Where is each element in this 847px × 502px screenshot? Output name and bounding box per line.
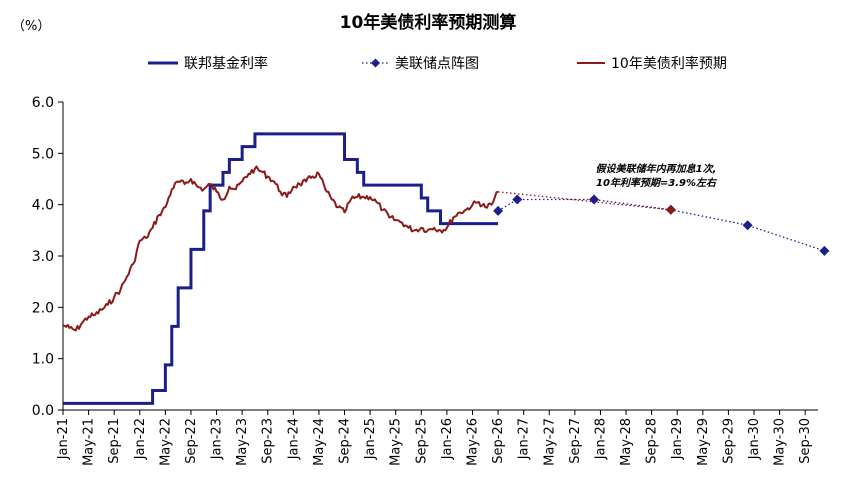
x-tick-label: May-24 [312,418,327,466]
x-tick-label: Sep-30 [798,418,813,464]
x-tick-label: May-26 [465,418,480,466]
y-tick-label: 6.0 [32,95,54,111]
y-tick-label: 2.0 [32,300,54,316]
series-10y-forecast-line [498,191,671,211]
x-tick-label: Sep-22 [184,418,199,464]
x-tick-label: Sep-28 [645,418,660,464]
x-tick-label: Sep-25 [414,418,429,464]
x-tick-label: May-30 [773,418,788,466]
annotation-line: 假设美联储年内再加息1次, [596,163,717,175]
legend-diamond-icon [371,58,380,68]
legend-label: 联邦基金利率 [184,55,268,72]
x-tick-label: Jan-24 [286,418,301,460]
x-tick-label: Jan-21 [56,418,71,460]
x-tick-label: May-27 [542,418,557,466]
y-tick-label: 4.0 [32,198,54,214]
x-tick-label: Sep-26 [491,418,506,464]
x-tick-label: May-29 [696,418,711,466]
chart-title: 10年美债利率预期测算 [340,12,517,33]
x-tick-label: Jan-27 [517,418,532,460]
plot-area [62,132,830,405]
y-tick-label: 1.0 [32,352,54,368]
dot-plot-point [742,220,753,231]
series-fed-funds-rate [63,132,499,405]
x-tick-label: Jan-30 [747,418,762,460]
dot-plot-point [493,205,504,216]
forecast-point [665,204,676,215]
x-tick-label: Sep-23 [261,418,276,464]
y-tick-label: 0.0 [32,403,54,419]
dot-plot-point [819,245,830,256]
series-10y-yield [62,165,499,332]
x-tick-label: Sep-24 [338,418,353,464]
x-tick-label: Jan-23 [210,418,225,460]
series-dot-plot-line [497,198,825,252]
x-tick-label: Jan-26 [440,418,455,460]
x-tick-label: May-28 [619,418,634,466]
x-tick-label: Jan-28 [593,418,608,460]
y-tick-label: 5.0 [32,146,54,162]
dot-plot-point [512,194,523,205]
x-tick-label: Jan-25 [363,418,378,460]
x-tick-label: Sep-21 [107,418,122,464]
x-tick-label: May-23 [235,418,250,466]
x-tick-label: Jan-22 [133,418,148,460]
axes: 0.0 1.0 2.0 3.0 4.0 5.0 6.0 Jan-21 May-21 Sep-21 J… [32,95,818,466]
x-tick-label: Jan-29 [670,418,685,460]
legend-label: 10年美债利率预期 [611,55,727,72]
x-tick-label: Sep-27 [568,418,583,464]
y-unit-label: （%） [12,19,50,34]
annotation: 假设美联储年内再加息1次, 10年利率预期=3.9%左右 [596,163,718,189]
x-tick-label: May-22 [158,418,173,466]
x-tick-label: Sep-29 [721,418,736,464]
x-tick-label: May-25 [389,418,404,466]
legend: 联邦基金利率 美联储点阵图 10年美债利率预期 [148,55,727,72]
dot-plot-point [589,194,600,205]
x-tick-label: May-21 [82,418,97,466]
annotation-line: 10年利率预期=3.9%左右 [596,177,718,189]
y-tick-label: 3.0 [32,249,54,265]
legend-label: 美联储点阵图 [395,56,479,72]
